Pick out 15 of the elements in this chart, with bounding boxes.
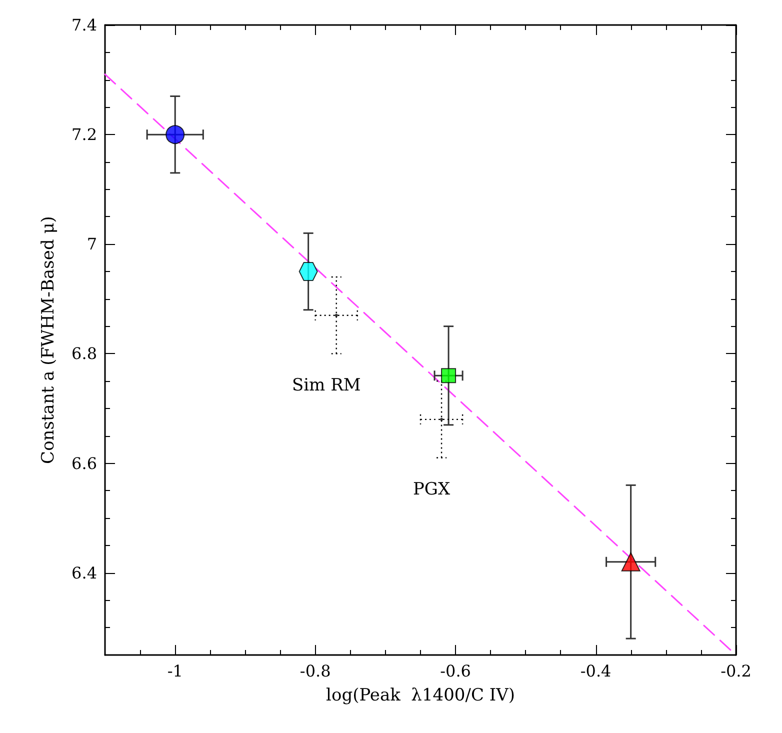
x-tick-label: -0.8 xyxy=(300,662,331,680)
x-axis-title: log(Peak λ1400/C IV) xyxy=(326,686,515,706)
y-tick-label: 6.4 xyxy=(72,563,97,582)
y-tick-label: 7.4 xyxy=(72,16,97,34)
x-tick-label: -1 xyxy=(167,662,183,680)
y-tick-label: 7.2 xyxy=(72,125,97,144)
y-tick-label: 7 xyxy=(86,234,97,254)
x-tick-label: -0.6 xyxy=(440,662,471,680)
annotation: PGX xyxy=(412,479,451,500)
y-tick-label: 6.6 xyxy=(72,454,97,473)
x-tick-label: -0.4 xyxy=(580,662,612,680)
x-tick-label: -0.2 xyxy=(720,662,752,680)
y-axis-title: Constant a (FWHM-Based μ) xyxy=(38,216,58,464)
y-tick-label: 6.8 xyxy=(72,344,97,364)
annotation: Sim RM xyxy=(292,375,361,396)
